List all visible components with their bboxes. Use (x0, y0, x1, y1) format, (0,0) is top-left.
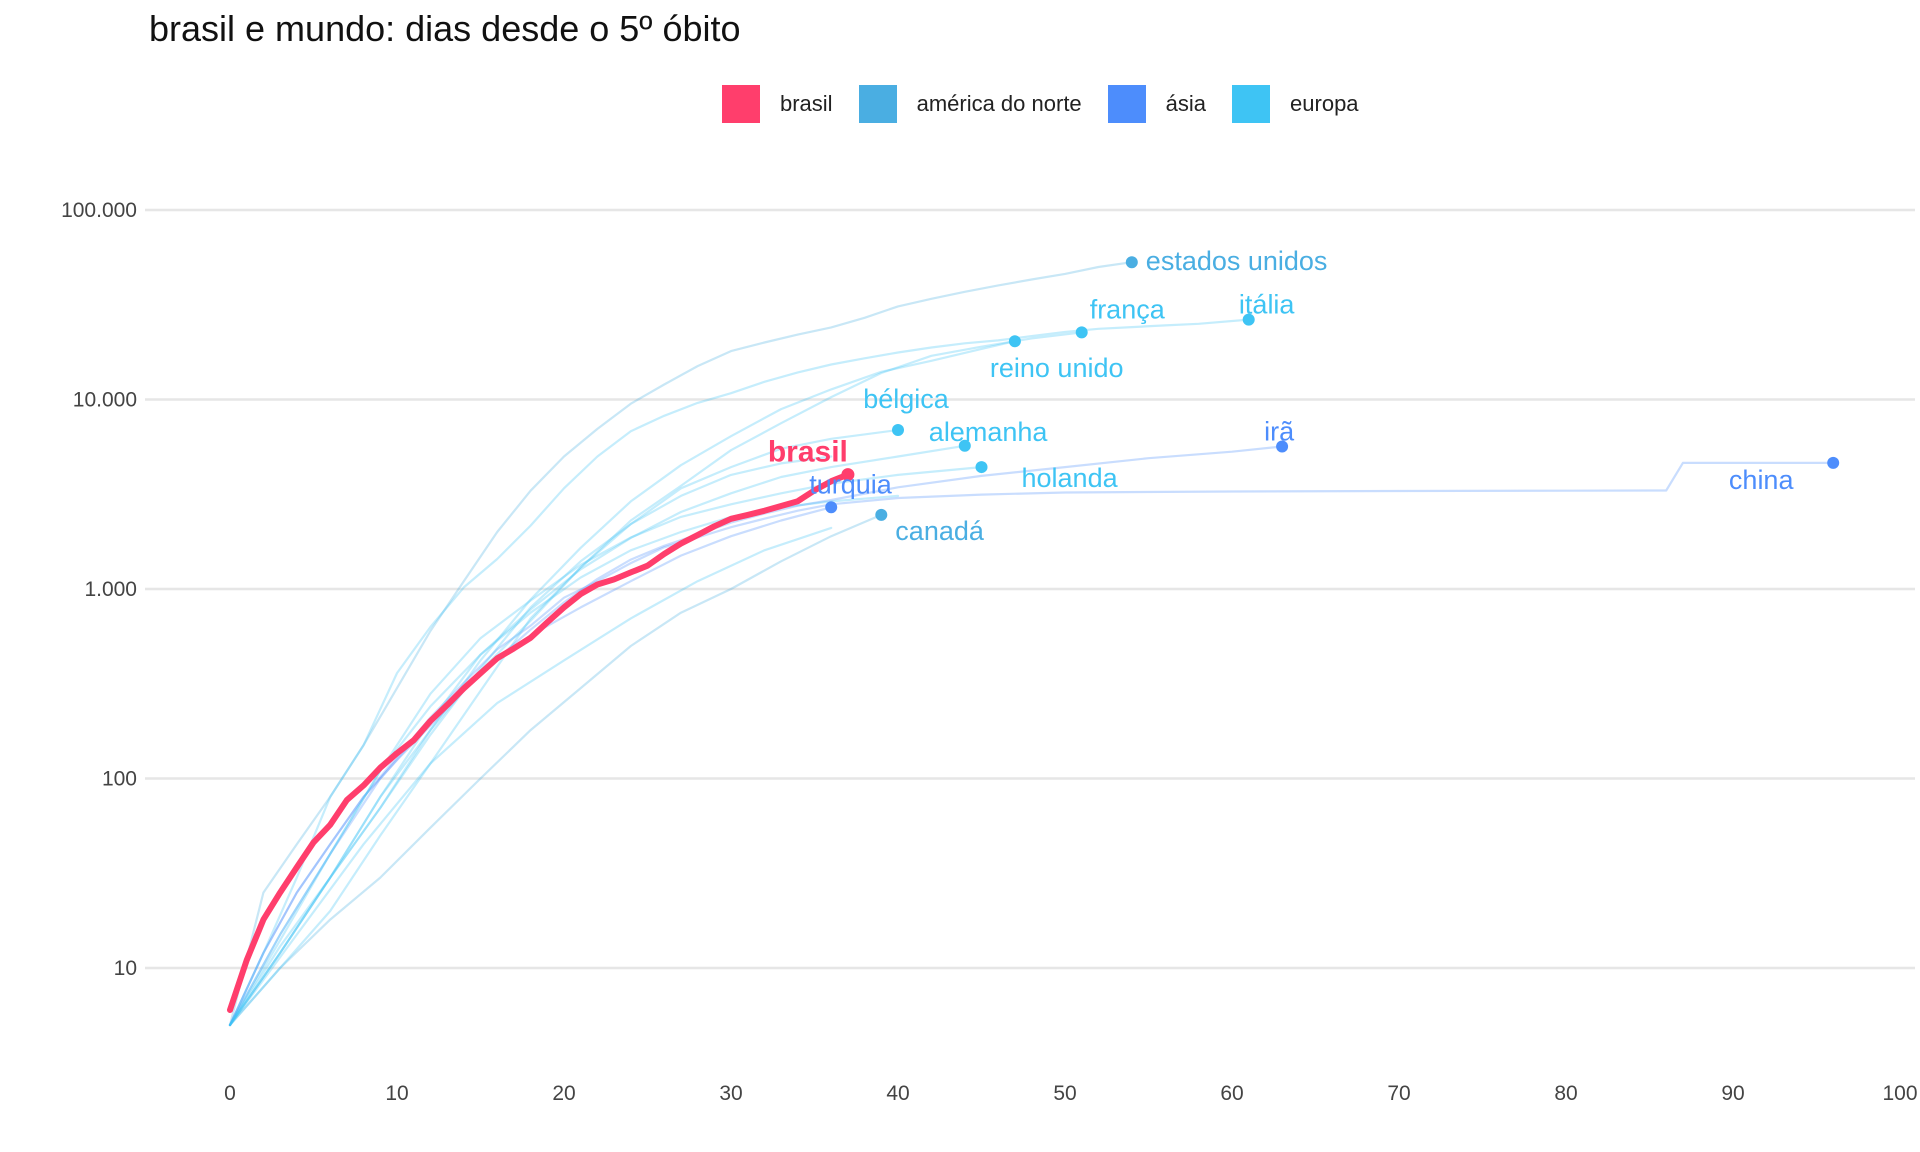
endpoint-reino-unido (1008, 335, 1021, 348)
endpoint-canada (875, 508, 888, 521)
x-tick-label: 100 (1882, 1082, 1917, 1105)
legend-item-asia: ásia (1107, 85, 1207, 123)
series-line-china (228, 461, 1835, 1027)
series-line-brasil (227, 471, 851, 1013)
legend-item-europa: europa (1232, 85, 1359, 123)
series-label-canada: canadá (895, 516, 985, 546)
series-line-belgica (228, 428, 900, 1027)
endpoint-holanda (975, 461, 988, 474)
legend-key-america-do-norte (858, 85, 897, 123)
chart-title: brasil e mundo: dias desde o 5º óbito (149, 8, 741, 49)
series-label-italia: itália (1239, 290, 1296, 320)
x-tick-label: 60 (1220, 1082, 1243, 1105)
endpoint-italia (1242, 313, 1255, 326)
series-line-turquia (228, 506, 833, 1027)
series-line-ira (228, 445, 1284, 1027)
y-tick-label: 10.000 (73, 389, 137, 412)
series-label-ira: irã (1264, 416, 1295, 446)
endpoint-alemanha (958, 439, 971, 452)
legend-key-europa (1232, 85, 1271, 123)
x-tick-label: 40 (886, 1082, 909, 1105)
ticks-layer: 10 100 1.000 10.000 100.000 0 10 20 30 40 50 60 70 80… (61, 199, 1917, 1105)
series-line-franca (228, 331, 1083, 1027)
x-tick-label: 80 (1554, 1082, 1577, 1105)
y-tick-label: 100.000 (61, 199, 137, 222)
y-tick-label: 1.000 (84, 578, 137, 601)
legend-key-brasil (722, 85, 760, 123)
endpoint-china (1827, 456, 1840, 469)
x-tick-label: 0 (224, 1082, 236, 1105)
endpoint-ira (1276, 440, 1289, 453)
legend-label-brasil: brasil (780, 91, 833, 116)
legend-label-asia: ásia (1165, 91, 1207, 116)
series-label-reino-unido: reino unido (990, 353, 1124, 383)
series-line-alemanha (228, 444, 966, 1027)
series-line-holanda (228, 466, 983, 1027)
x-tick-label: 30 (719, 1082, 742, 1105)
endpoint-turquia (825, 501, 838, 514)
legend-label-europa: europa (1290, 91, 1359, 116)
series-label-franca: frança (1090, 294, 1166, 324)
x-tick-label: 90 (1721, 1082, 1744, 1105)
series-line-estados-unidos (228, 261, 1133, 1027)
x-tick-label: 70 (1387, 1082, 1410, 1105)
x-tick-label: 50 (1053, 1082, 1076, 1105)
legend: brasil américa do norte ásia europa (722, 84, 1385, 124)
endpoint-estados-unidos (1125, 256, 1138, 269)
legend-label-america-do-norte: américa do norte (916, 91, 1082, 116)
series-label-alemanha: alemanha (929, 417, 1049, 447)
series-label-holanda: holanda (1022, 463, 1119, 493)
endpoint-belgica (892, 424, 904, 437)
x-tick-label: 10 (385, 1082, 408, 1105)
labels-layer: brasil estados unidos frança itália reino un… (768, 246, 1795, 546)
series-label-china: china (1729, 465, 1795, 495)
series-label-brasil: brasil (768, 436, 848, 469)
series-line-italia (228, 318, 1250, 1027)
series-line-unnamed (228, 526, 833, 1027)
legend-item-america-do-norte: américa do norte (858, 85, 1082, 123)
endpoint-franca (1075, 326, 1088, 339)
y-tick-label: 100 (102, 768, 137, 791)
series-line-canada (228, 513, 883, 1027)
series-label-estados-unidos: estados unidos (1146, 246, 1328, 276)
lines-layer (227, 261, 1835, 1027)
legend-item-brasil: brasil (722, 85, 833, 123)
endpoint-brasil (841, 468, 855, 482)
x-tick-label: 20 (552, 1082, 575, 1105)
series-line-reino-unido (228, 340, 1016, 1027)
grid-layer (145, 208, 1915, 970)
series-label-turquia: turquia (809, 469, 893, 499)
series-label-belgica: bélgica (863, 384, 950, 414)
y-tick-label: 10 (114, 957, 137, 980)
series-line-unnamed (228, 455, 833, 1027)
points-layer (825, 256, 1840, 521)
legend-key-asia (1107, 85, 1146, 123)
